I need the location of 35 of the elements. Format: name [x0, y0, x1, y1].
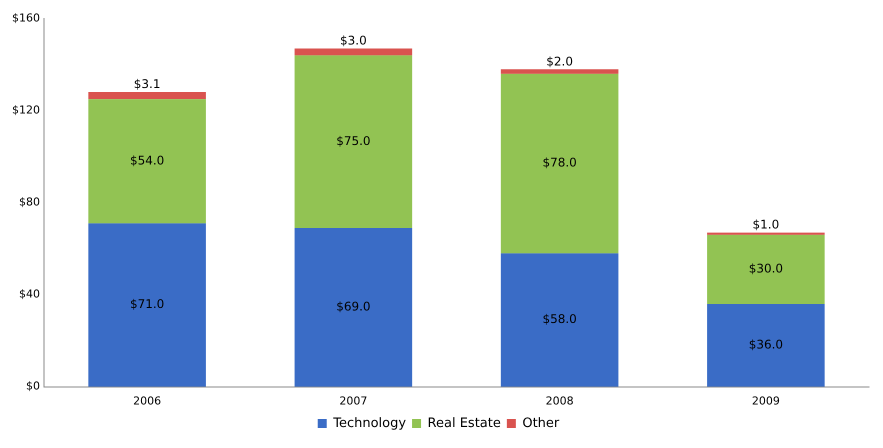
data-label: $1.0: [752, 218, 780, 232]
bar: [88, 223, 206, 387]
y-tick-label: $0: [26, 380, 40, 393]
bar: [294, 228, 412, 387]
bar: [500, 74, 618, 254]
bar: [88, 99, 206, 224]
data-label: $78.0: [542, 156, 577, 170]
data-label: $36.0: [748, 338, 784, 352]
legend-label: Technology: [332, 416, 406, 431]
data-label: $30.0: [748, 262, 784, 276]
data-label: $69.0: [336, 300, 371, 314]
data-label: $75.0: [336, 134, 371, 148]
y-tick-label: $40: [18, 288, 40, 301]
bar: [294, 48, 412, 56]
y-tick-label: $160: [12, 11, 40, 24]
y-tick-label: $120: [12, 104, 40, 117]
x-tick-label: 2006: [133, 394, 162, 408]
x-tick-label: 2007: [339, 394, 368, 408]
bar: [88, 92, 206, 100]
bar: [500, 253, 618, 387]
bar: [294, 55, 412, 228]
bar: [707, 304, 825, 387]
x-tick-label: 2008: [546, 394, 574, 408]
y-tick-label: $80: [18, 196, 40, 209]
data-label: $58.0: [542, 312, 577, 326]
data-label: $2.0: [546, 54, 573, 68]
bar: [500, 69, 618, 74]
x-tick-label: 2009: [752, 394, 780, 408]
bar: [707, 234, 825, 304]
data-label: $3.0: [340, 34, 367, 48]
legend-label: Real Estate: [428, 416, 501, 431]
data-label: $3.1: [134, 77, 160, 92]
legend-label: Other: [522, 416, 560, 431]
data-label: $54.0: [130, 153, 164, 168]
data-label: $71.0: [130, 297, 164, 312]
